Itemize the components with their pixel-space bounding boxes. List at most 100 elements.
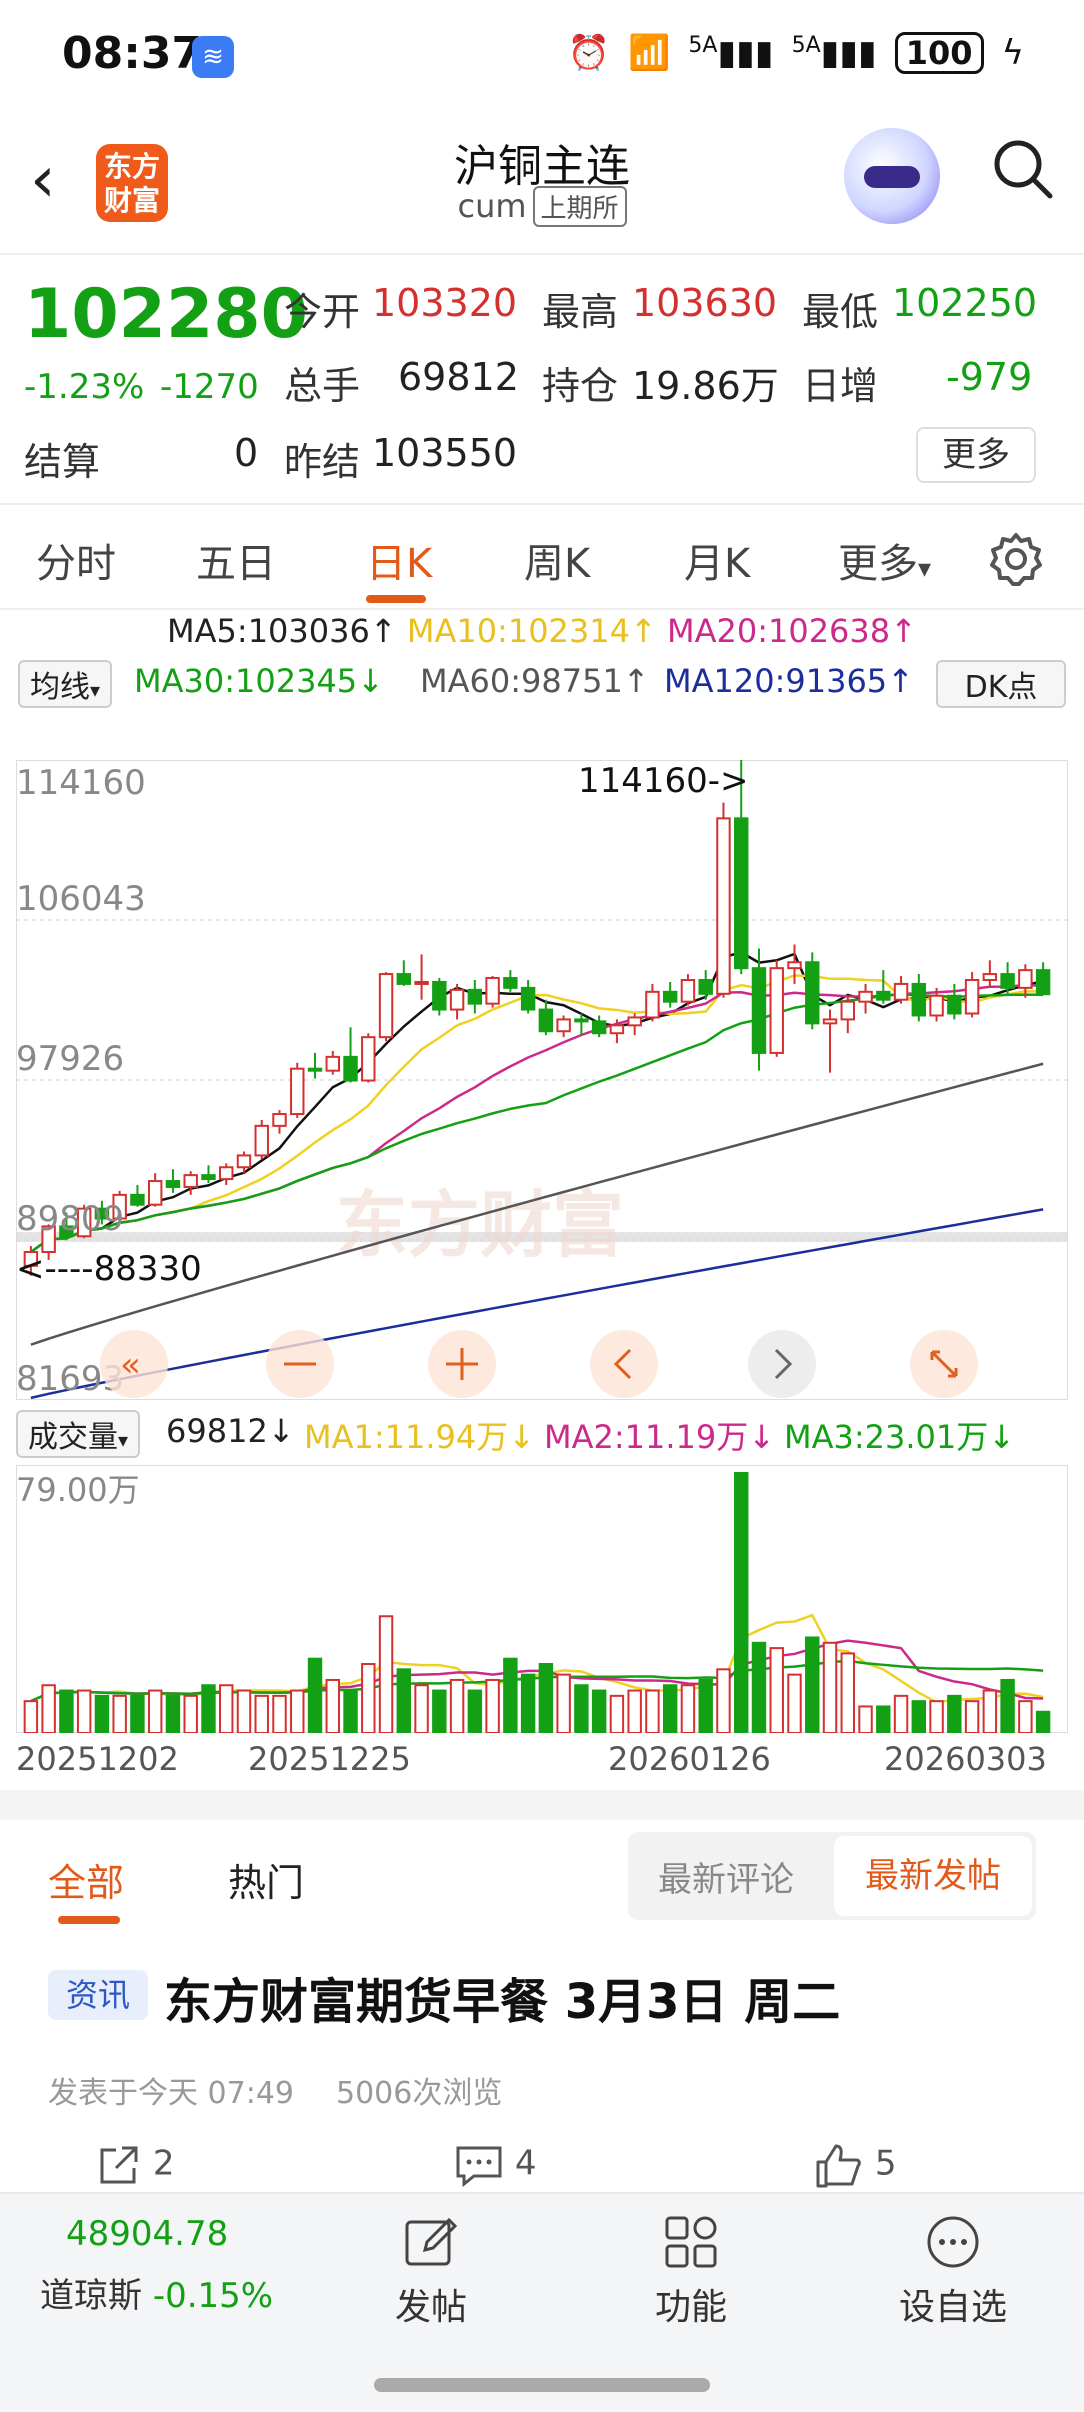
search-icon[interactable]: [992, 138, 1054, 200]
candle: [947, 994, 962, 1015]
volume-bar: [858, 1705, 873, 1733]
step-left-button[interactable]: [590, 1330, 658, 1398]
comment-button[interactable]: 4: [454, 2142, 536, 2188]
candle: [325, 1055, 340, 1072]
thumbs-up-icon: [816, 2144, 861, 2188]
assistant-robot-icon[interactable]: [844, 128, 940, 224]
candles: [23, 760, 1051, 1276]
candle: [130, 1193, 145, 1206]
bottom-bar: 48904.78 道琼斯 -0.15% 发帖 功能 设自选: [0, 2192, 1084, 2412]
tab-five-day[interactable]: 五日: [196, 541, 276, 587]
ma10-line: [30, 974, 1044, 1254]
function-button[interactable]: 功能: [636, 2214, 746, 2330]
volume-current: 69812↓: [166, 1412, 295, 1450]
scroll-left-fast-button[interactable]: [100, 1330, 168, 1398]
candle: [911, 982, 927, 1017]
volume-bar: [307, 1657, 323, 1733]
candle: [698, 978, 713, 995]
plus-icon: [446, 1348, 478, 1380]
tab-intraday[interactable]: 分时: [36, 541, 116, 587]
candle: [591, 1020, 607, 1035]
candle: [272, 1113, 287, 1127]
volume-bar: [219, 1684, 234, 1733]
candle: [485, 977, 500, 1005]
candle: [236, 1154, 252, 1169]
tab-weekly-k[interactable]: 周K: [524, 541, 591, 587]
comment-count: 4: [514, 2143, 537, 2184]
settle-label: 结算: [24, 440, 101, 484]
volume-bar: [467, 1689, 483, 1733]
post-button[interactable]: 发帖: [376, 2214, 486, 2330]
candle: [751, 967, 767, 1054]
like-count: 5: [874, 2143, 897, 2184]
tab-monthly-k[interactable]: 月K: [684, 541, 751, 587]
chevron-left-icon: [613, 1348, 632, 1380]
active-tab-indicator: [58, 1916, 120, 1924]
volume-bar: [893, 1694, 909, 1733]
volume-bar: [538, 1663, 554, 1733]
dk-point-button[interactable]: DK点: [936, 660, 1066, 708]
post-label: 发帖: [394, 2287, 467, 2328]
share-icon: [100, 2146, 138, 2184]
more-quote-button[interactable]: 更多: [916, 427, 1036, 483]
index-value[interactable]: 48904.78: [66, 2214, 229, 2254]
volume-bar: [805, 1636, 820, 1733]
volume-bar: [591, 1689, 607, 1733]
volume-bar: [751, 1641, 767, 1733]
high-label: 最高: [542, 290, 619, 334]
volume-bar: [680, 1684, 696, 1733]
page-title: 沪铜主连: [454, 141, 630, 192]
wifi-icon: 📶: [628, 33, 671, 73]
ma20-value: MA20:102638↑: [666, 612, 917, 650]
volume-bar: [822, 1641, 838, 1733]
status-bar: 08:37 ≋ ⏰ 📶 5A▮▮▮ 5A▮▮▮ 100 ϟ: [0, 0, 1084, 110]
volume-bar: [76, 1689, 92, 1733]
battery-icon: 100: [894, 32, 984, 74]
sort-latest-post[interactable]: 最新发帖: [834, 1836, 1032, 1916]
ma-selector[interactable]: 均线▾: [18, 660, 113, 708]
volume-bar: [876, 1705, 891, 1733]
volume-bar: [662, 1684, 678, 1733]
candle: [769, 967, 784, 1054]
add-watchlist-button[interactable]: 设自选: [888, 2214, 1018, 2330]
volume-bar: [556, 1673, 571, 1733]
date-label: 20251202: [16, 1740, 179, 1778]
candle: [520, 986, 536, 1011]
kline-chart[interactable]: 东方财富 114160 106043 97926 89809 81693 114…: [16, 760, 1068, 1400]
candle: [609, 1024, 625, 1035]
back-button[interactable]: ‹: [30, 143, 56, 217]
sort-latest-comment[interactable]: 最新评论: [658, 1860, 794, 1900]
volume-legend: 成交量▾ 69812↓ MA1:11.94万↓ MA2:11.19万↓ MA3:…: [0, 1410, 1084, 1458]
ma30-line: [30, 992, 1044, 1254]
volume-bar: [698, 1678, 713, 1733]
like-button[interactable]: 5: [814, 2142, 896, 2188]
candle: [982, 973, 998, 981]
candle: [840, 1000, 855, 1021]
index-ticker[interactable]: 道琼斯 -0.15%: [40, 2268, 273, 2317]
low-value: 102250: [892, 281, 1038, 325]
candle: [361, 1036, 376, 1082]
candle: [201, 1174, 216, 1181]
volume-bar: [23, 1700, 39, 1733]
tab-more-label: 更多: [838, 541, 918, 587]
step-right-button[interactable]: [748, 1330, 816, 1398]
volume-chart[interactable]: 79.00万: [16, 1465, 1068, 1733]
tab-daily-k[interactable]: 日K: [366, 541, 433, 587]
more-dots-icon: [927, 2216, 979, 2268]
candle: [645, 990, 660, 1019]
settings-gear-icon[interactable]: [988, 531, 1044, 587]
tab-more[interactable]: 更多▾: [838, 531, 931, 589]
share-button[interactable]: 2: [96, 2142, 174, 2188]
volume-bar: [59, 1689, 74, 1733]
tab-all[interactable]: 全部: [48, 1861, 125, 1905]
volume-bar: [1018, 1700, 1033, 1733]
tab-hot[interactable]: 热门: [228, 1861, 305, 1905]
ma120-value: MA120:91365↑: [664, 662, 914, 700]
candle: [680, 978, 696, 1003]
post-title[interactable]: 东方财富期货早餐 3月3日 周二: [164, 1974, 841, 2030]
candle: [290, 1067, 305, 1116]
volume-indicator-selector[interactable]: 成交量▾: [16, 1410, 141, 1458]
volume-bar: [236, 1689, 252, 1733]
function-label: 功能: [654, 2287, 727, 2328]
volume-bars: [23, 1472, 1051, 1733]
